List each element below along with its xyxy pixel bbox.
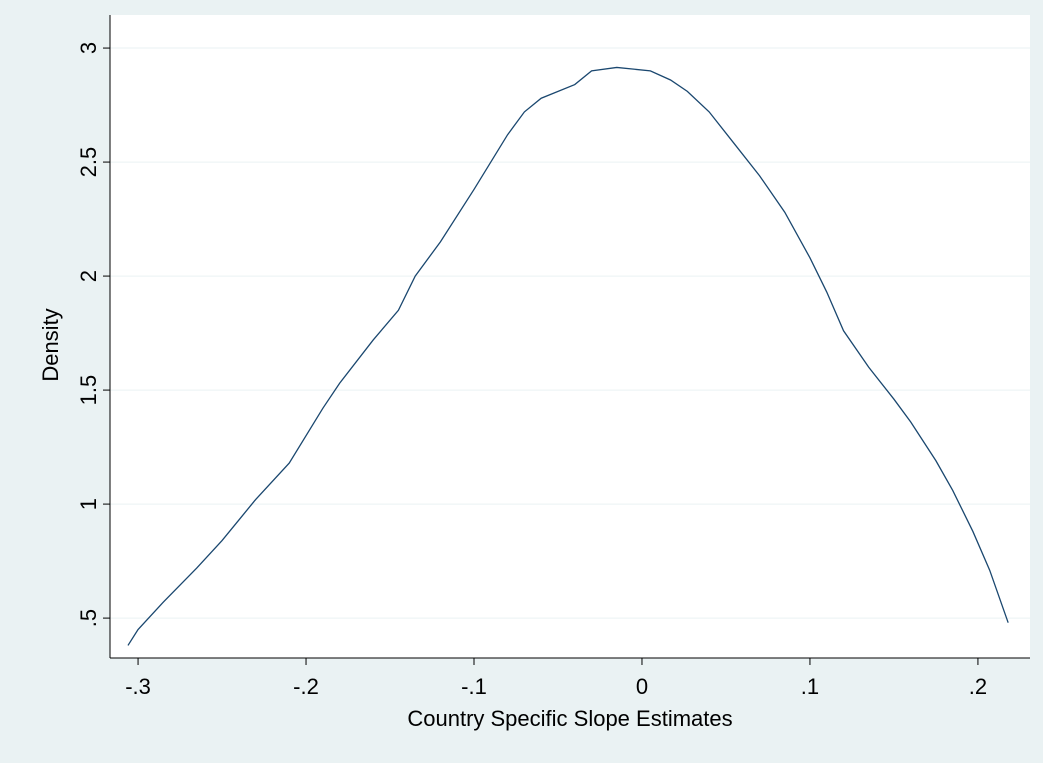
x-axis-title: Country Specific Slope Estimates <box>407 706 732 731</box>
x-tick-label: -.3 <box>125 674 151 699</box>
y-tick-label: 1.5 <box>76 375 101 406</box>
x-tick-label: -.1 <box>461 674 487 699</box>
y-tick-label: 3 <box>76 42 101 54</box>
y-tick-label: .5 <box>76 609 101 627</box>
y-tick-label: 2.5 <box>76 147 101 178</box>
y-tick-label: 1 <box>76 498 101 510</box>
x-tick-label: 0 <box>636 674 648 699</box>
x-tick-label: .1 <box>801 674 819 699</box>
y-axis-title: Density <box>38 308 63 381</box>
line-series <box>127 66 1009 646</box>
x-tick-label: -.2 <box>293 674 319 699</box>
plot-area <box>110 15 1030 658</box>
x-tick-label: .2 <box>969 674 987 699</box>
y-tick-label: 2 <box>76 270 101 282</box>
